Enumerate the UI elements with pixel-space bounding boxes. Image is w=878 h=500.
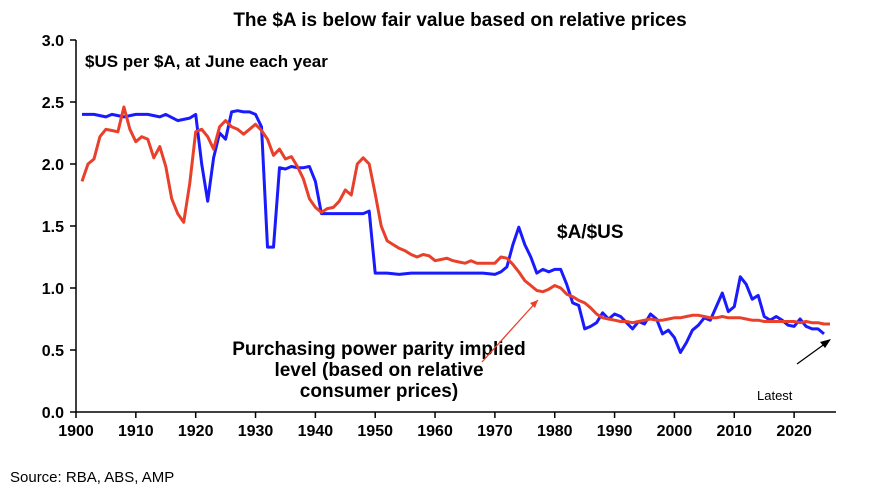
latest-arrow bbox=[796, 339, 831, 365]
source-note: Source: RBA, ABS, AMP bbox=[10, 469, 175, 486]
x-tick-label: 1920 bbox=[178, 423, 214, 440]
x-tick-label: 1980 bbox=[537, 423, 573, 440]
x-tick-label: 1930 bbox=[238, 423, 274, 440]
y-tick-label: 2.5 bbox=[42, 95, 64, 112]
series-line-ppp bbox=[80, 105, 830, 326]
x-tick-label: 1960 bbox=[417, 423, 453, 440]
y-tick-label: 3.0 bbox=[42, 33, 64, 50]
x-tick-label: 2020 bbox=[776, 423, 812, 440]
y-axis-ticks: 0.0 0.5 1.0 1.5 2.0 2.5 3.0 bbox=[42, 33, 76, 422]
blue-series-label: $A/$US bbox=[557, 222, 624, 243]
x-tick-label: 1990 bbox=[597, 423, 633, 440]
x-tick-label: 1940 bbox=[298, 423, 334, 440]
x-tick-label: 2000 bbox=[657, 423, 693, 440]
chart-title: The $A is below fair value based on rela… bbox=[233, 10, 686, 31]
y-tick-label: 1.5 bbox=[42, 219, 64, 236]
x-tick-label: 1900 bbox=[58, 423, 94, 440]
latest-label: Latest bbox=[757, 388, 793, 403]
y-tick-label: 2.0 bbox=[42, 157, 64, 174]
red-label-line-3: consumer prices) bbox=[300, 381, 458, 402]
x-axis-ticks: 1900 1910 1920 1930 1940 1950 1960 1970 1980 1990… bbox=[58, 412, 812, 440]
x-tick-label: 1910 bbox=[118, 423, 154, 440]
chart-subtitle: $US per $A, at June each year bbox=[85, 52, 328, 71]
red-label-arrow bbox=[481, 299, 539, 363]
chart: The $A is below fair value based on rela… bbox=[42, 10, 836, 440]
x-tick-label: 1970 bbox=[477, 423, 513, 440]
series-lines bbox=[80, 105, 830, 354]
series-line-aud-usd bbox=[82, 109, 825, 354]
red-label-line-2: level (based on relative bbox=[274, 360, 483, 381]
y-tick-label: 1.0 bbox=[42, 281, 64, 298]
red-label-line-1: Purchasing power parity implied bbox=[232, 339, 526, 360]
y-tick-label: 0.0 bbox=[42, 405, 64, 422]
y-tick-label: 0.5 bbox=[42, 343, 64, 360]
x-tick-label: 1950 bbox=[357, 423, 393, 440]
x-tick-label: 2010 bbox=[716, 423, 752, 440]
red-series-label: Purchasing power parity implied level (b… bbox=[232, 339, 526, 402]
